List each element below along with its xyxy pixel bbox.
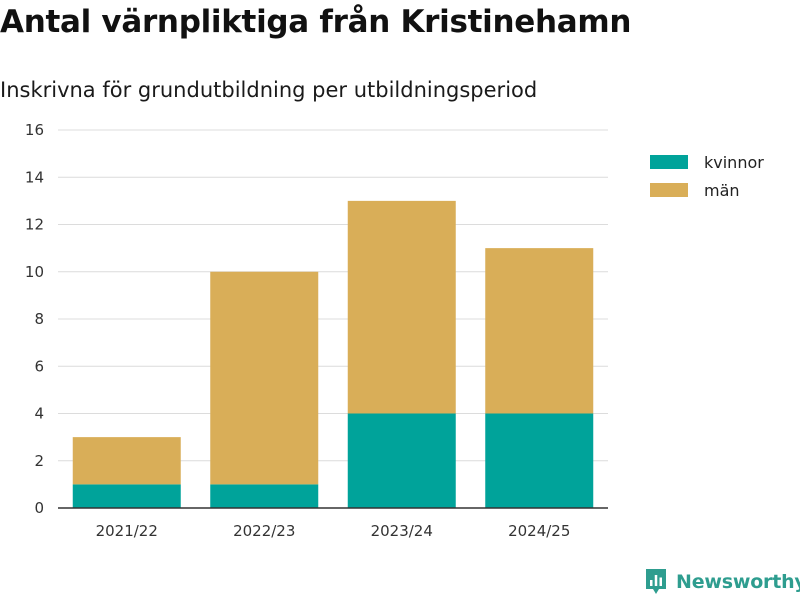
bar-män — [347, 200, 456, 414]
bar-män — [72, 437, 181, 485]
legend-swatch-kvinnor — [650, 155, 688, 169]
bar-män — [210, 271, 319, 485]
y-tick-label: 14 — [25, 168, 44, 186]
x-tick-label: 2021/22 — [96, 522, 158, 540]
y-tick-label: 2 — [34, 452, 44, 470]
y-tick-label: 10 — [25, 263, 44, 281]
bar-män — [485, 248, 594, 414]
y-tick-label: 16 — [25, 121, 44, 139]
x-tick-label: 2022/23 — [233, 522, 295, 540]
y-tick-label: 4 — [34, 405, 44, 423]
x-tick-label: 2023/24 — [371, 522, 433, 540]
legend-item-kvinnor: kvinnor — [650, 148, 764, 176]
legend-swatch-man — [650, 183, 688, 197]
y-tick-label: 12 — [25, 216, 44, 234]
legend-item-man: män — [650, 176, 764, 204]
chart-title: Antal värnpliktiga från Kristinehamn — [0, 4, 632, 40]
newsworthy-logo-icon — [646, 569, 666, 594]
chart-subtitle: Inskrivna för grundutbildning per utbild… — [0, 78, 538, 102]
bar-kvinnor — [347, 413, 456, 508]
brand-logo: Newsworthy — [644, 568, 800, 596]
legend-label-kvinnor: kvinnor — [704, 152, 764, 172]
legend: kvinnor män — [650, 148, 764, 204]
bar-kvinnor — [210, 484, 319, 508]
brand-name: Newsworthy — [676, 571, 800, 593]
y-tick-label: 0 — [34, 499, 44, 517]
x-tick-label: 2024/25 — [508, 522, 570, 540]
y-tick-label: 6 — [34, 357, 44, 375]
legend-label-man: män — [704, 180, 740, 200]
bar-kvinnor — [72, 484, 181, 508]
y-tick-label: 8 — [34, 310, 44, 328]
bar-kvinnor — [485, 413, 594, 508]
